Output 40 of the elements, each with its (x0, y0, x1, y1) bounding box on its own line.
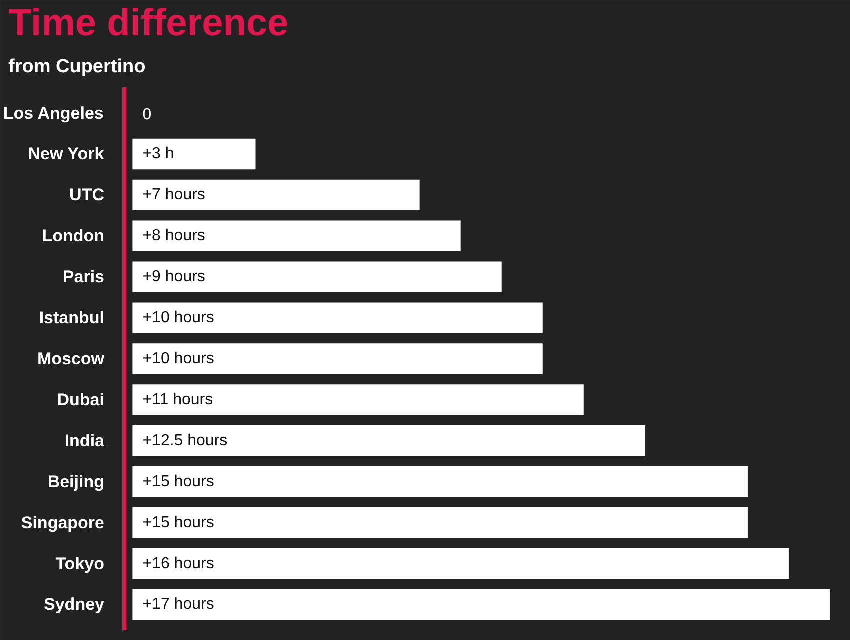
data-label: +15 hours (142, 514, 214, 532)
y-tick-label: Istanbul (39, 308, 104, 328)
data-label: +10 hours (142, 350, 214, 368)
data-label: 0 (142, 106, 152, 124)
data-label: +12.5 hours (142, 432, 228, 450)
y-tick-label: Singapore (21, 513, 104, 532)
data-label: +8 hours (142, 228, 206, 245)
bar (132, 548, 789, 580)
bar (132, 180, 420, 211)
y-tick-label: UTC (70, 186, 105, 205)
y-tick-label: Beijing (48, 472, 104, 492)
bar (132, 302, 543, 334)
bar (132, 220, 461, 252)
bar (132, 466, 748, 498)
data-label: +15 hours (142, 473, 214, 490)
y-tick-label: New York (28, 144, 105, 164)
y-tick-label: Paris (62, 268, 105, 287)
y-tick-label: Moscow (37, 350, 106, 368)
bar (132, 426, 646, 456)
data-label: +17 hours (142, 596, 214, 614)
bar (132, 507, 748, 538)
data-label: +11 hours (142, 391, 214, 408)
data-label: +7 hours (142, 186, 206, 204)
y-tick-label: Tokyo (56, 554, 105, 574)
y-tick-label: India (64, 431, 106, 450)
data-label: +3 h (142, 146, 174, 163)
y-tick-label: Sydney (44, 595, 106, 614)
data-label: +10 hours (142, 310, 214, 327)
y-tick-label: Dubai (57, 390, 105, 410)
y-tick-label: London (42, 226, 105, 246)
data-label: +16 hours (142, 555, 214, 572)
data-label: +9 hours (142, 268, 206, 286)
bar (132, 262, 502, 292)
bar (132, 384, 584, 416)
bar (132, 138, 256, 170)
bar (132, 589, 830, 620)
chart-subtitle: from Cupertino (8, 56, 146, 78)
y-tick-label: Los Angeles (3, 104, 104, 123)
bar (132, 344, 543, 374)
chart-title: Time difference (8, 2, 289, 44)
